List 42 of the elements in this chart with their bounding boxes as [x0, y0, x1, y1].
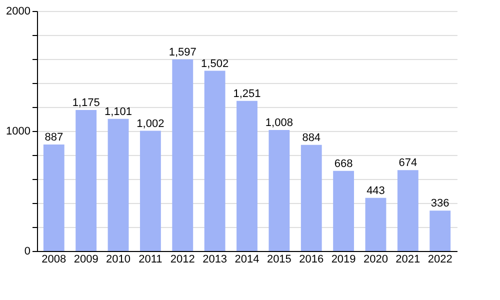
- data-label: 674: [398, 157, 418, 170]
- bar: [430, 210, 451, 251]
- x-tick-label: 2019: [331, 254, 356, 266]
- x-tick-label: 2013: [202, 254, 228, 266]
- x-tick-label: 2020: [363, 254, 388, 266]
- data-label: 443: [366, 184, 385, 197]
- bar: [76, 110, 97, 251]
- data-label: 1,251: [233, 88, 261, 100]
- data-label: 1,008: [265, 117, 293, 130]
- bar: [333, 170, 354, 251]
- x-tick-label: 2021: [396, 254, 420, 266]
- y-tick-label: 0: [24, 246, 30, 258]
- bar: [43, 144, 64, 251]
- x-tick-label: 2022: [428, 254, 452, 266]
- bar: [236, 100, 258, 251]
- bar: [365, 198, 386, 251]
- bar: [172, 59, 194, 251]
- bar: [300, 144, 322, 251]
- bar: [140, 130, 161, 251]
- bar: [108, 118, 129, 251]
- x-tick-label: 2011: [138, 254, 162, 266]
- bar: [204, 70, 226, 251]
- x-tick-label: 2009: [74, 254, 98, 266]
- x-tick-label: 2012: [170, 254, 195, 266]
- data-label: 1,175: [72, 97, 100, 109]
- y-tick-label: 1000: [6, 126, 30, 138]
- bar: [397, 170, 418, 251]
- y-tick-label: 2000: [6, 6, 30, 18]
- data-label: 884: [302, 132, 321, 144]
- data-label: 887: [44, 132, 64, 144]
- data-label: 336: [430, 198, 450, 210]
- x-tick-label: 2015: [266, 254, 292, 266]
- data-label: 668: [334, 158, 353, 170]
- data-label: 1,002: [136, 118, 164, 130]
- x-tick-label: 2010: [106, 254, 131, 266]
- x-tick-label: 2008: [42, 254, 66, 266]
- x-tick-label: 2014: [234, 254, 260, 266]
- x-tick-label: 2016: [299, 254, 324, 266]
- data-label: 1,597: [168, 46, 196, 58]
- data-label: 1,101: [104, 106, 132, 118]
- data-label: 1,502: [201, 58, 229, 70]
- bar: [268, 130, 290, 251]
